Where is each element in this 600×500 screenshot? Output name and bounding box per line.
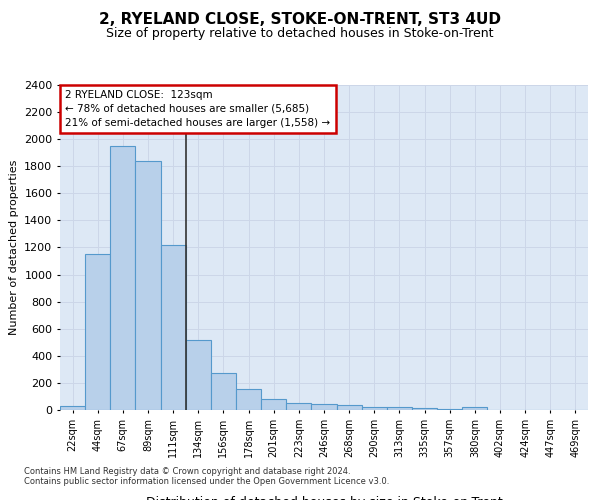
X-axis label: Distribution of detached houses by size in Stoke-on-Trent: Distribution of detached houses by size … — [146, 496, 502, 500]
Bar — [186, 340, 211, 410]
Bar — [311, 404, 337, 410]
Bar — [60, 406, 85, 410]
Bar — [412, 408, 437, 410]
Text: Size of property relative to detached houses in Stoke-on-Trent: Size of property relative to detached ho… — [106, 28, 494, 40]
Bar — [362, 408, 387, 410]
Bar — [211, 374, 236, 410]
Text: Contains HM Land Registry data © Crown copyright and database right 2024.: Contains HM Land Registry data © Crown c… — [24, 467, 350, 476]
Bar — [261, 399, 286, 410]
Bar — [136, 161, 161, 410]
Text: 2 RYELAND CLOSE:  123sqm
← 78% of detached houses are smaller (5,685)
21% of sem: 2 RYELAND CLOSE: 123sqm ← 78% of detache… — [65, 90, 331, 128]
Bar — [236, 389, 261, 410]
Bar — [161, 245, 186, 410]
Bar — [387, 408, 412, 410]
Bar — [337, 404, 362, 410]
Y-axis label: Number of detached properties: Number of detached properties — [8, 160, 19, 335]
Bar — [286, 403, 311, 410]
Bar — [110, 146, 136, 410]
Bar — [462, 408, 487, 410]
Bar — [85, 254, 110, 410]
Text: 2, RYELAND CLOSE, STOKE-ON-TRENT, ST3 4UD: 2, RYELAND CLOSE, STOKE-ON-TRENT, ST3 4U… — [99, 12, 501, 28]
Text: Contains public sector information licensed under the Open Government Licence v3: Contains public sector information licen… — [24, 477, 389, 486]
